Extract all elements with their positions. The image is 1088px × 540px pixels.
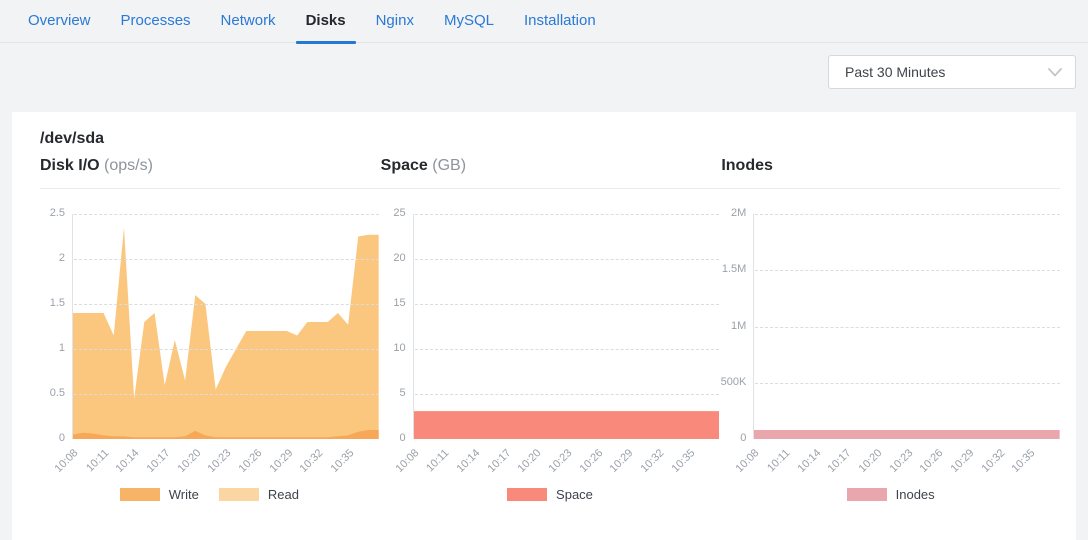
tab-mysql[interactable]: MySQL — [434, 0, 504, 42]
y-tick-label: 2M — [731, 207, 747, 219]
y-tick-label: 1 — [58, 342, 65, 354]
x-axis-inodes: 10:08 10:11 10:14 10:17 10:20 10:23 10:26 10:29… — [734, 439, 1060, 485]
chart-space: 0 5 10 15 20 25 10:08 10:11 10:14 10:17 10:20 10:23… — [381, 207, 720, 502]
legend-label-read: Read — [267, 487, 299, 502]
x-axis-disk-i-o: 10:08 10:11 10:14 10:17 10:20 10:23 10:26 10:29… — [53, 439, 379, 485]
y-tick-label: 20 — [393, 252, 406, 264]
legend-label-write: Write — [168, 487, 199, 502]
legend-swatch-read — [218, 488, 259, 501]
chart-title-text: Disk I/O — [40, 157, 100, 174]
chart-unit-text: (ops/s) — [99, 157, 153, 174]
disk-monitoring-panel: /dev/sda Disk I/O (ops/s) Space (GB) Inode… — [12, 112, 1076, 540]
plot-space: 10:08 10:11 10:14 10:17 10:20 10:23 10:26 10:29… — [393, 214, 720, 485]
chart-titles-row: Disk I/O (ops/s) Space (GB) Inodes — [40, 157, 1060, 189]
legend-swatch-inodes — [846, 488, 887, 501]
y-tick-label: 15 — [393, 297, 406, 309]
time-range-select[interactable]: Past 30 Minutes — [828, 55, 1076, 89]
gridline — [414, 349, 720, 350]
y-tick-label: 500K — [720, 375, 747, 388]
y-tick-label: 2.5 — [49, 207, 65, 219]
y-tick-label: 0 — [740, 432, 747, 444]
gridline — [414, 304, 720, 305]
chart-unit-text: (GB) — [427, 157, 467, 174]
series-area-write — [73, 227, 379, 439]
tab-installation[interactable]: Installation — [514, 0, 606, 42]
y-tick-label: 1.5 — [49, 297, 65, 309]
y-tick-label: 1M — [731, 319, 747, 332]
legend-label-space: Space — [556, 487, 593, 502]
tab-disks[interactable]: Disks — [295, 0, 356, 44]
gridline — [755, 214, 1060, 215]
y-axis-space: 0 5 10 15 20 25 — [381, 207, 413, 444]
legend-swatch-space — [507, 488, 548, 501]
y-tick-label: 5 — [399, 387, 406, 399]
gridline — [755, 270, 1060, 272]
y-tick-label: 0 — [58, 432, 65, 444]
legend-label-inodes: Inodes — [895, 487, 935, 502]
legend-inodes: Inodes — [721, 487, 1060, 502]
y-tick-label: 10 — [393, 342, 406, 354]
plot-row-inodes: 0 500K 1M 1.5M 2M 10:08 10:11 10:14 10:17 10:20 10… — [720, 207, 1060, 485]
chart-title-text: Inodes — [721, 157, 773, 174]
gridline — [414, 214, 720, 215]
gridline — [74, 304, 379, 305]
gridline — [414, 259, 720, 260]
plot-area-disk-i-o — [72, 214, 379, 439]
series-area-inodes — [754, 430, 1060, 439]
y-axis-inodes: 0 500K 1M 1.5M 2M — [720, 207, 753, 444]
chart-title-text: Space — [380, 157, 428, 174]
tab-nginx[interactable]: Nginx — [366, 0, 424, 42]
series-area-read — [73, 430, 379, 439]
x-axis-space: 10:08 10:11 10:14 10:17 10:20 10:23 10:26 10:29… — [393, 439, 720, 485]
gridline — [74, 259, 379, 260]
gridline — [74, 394, 379, 395]
gridline — [755, 326, 1060, 328]
chevron-down-icon — [1048, 67, 1062, 77]
gridline — [74, 349, 379, 350]
legend-swatch-write — [119, 488, 160, 501]
y-tick-label: 1.5M — [721, 263, 747, 276]
chart-title-space: Space (GB) — [381, 157, 720, 175]
plot-disk-i-o: 10:08 10:11 10:14 10:17 10:20 10:23 10:26 10:29… — [53, 214, 379, 485]
tab-overview[interactable]: Overview — [18, 0, 101, 42]
time-range-value: Past 30 Minutes — [845, 64, 946, 80]
y-tick-label: 0.5 — [49, 387, 65, 399]
plot-inodes: 10:08 10:11 10:14 10:17 10:20 10:23 10:26 10:29… — [734, 214, 1060, 485]
device-title: /dev/sda — [40, 130, 105, 147]
legend-disk-i-o: Write Read — [40, 487, 379, 502]
chart-disk-i-o: 0 0.5 1 1.5 2 2.5 10:08 10:11 10:14 10:17 10:20 10:… — [40, 207, 379, 502]
tab-network[interactable]: Network — [211, 0, 286, 42]
y-tick-label: 25 — [393, 207, 406, 219]
y-tick-label: 2 — [58, 252, 65, 264]
legend-space: Space — [381, 487, 720, 502]
y-tick-label: 0 — [399, 432, 406, 444]
gridline — [414, 394, 720, 395]
charts-row: 0 0.5 1 1.5 2 2.5 10:08 10:11 10:14 10:17 10:20 10:… — [40, 207, 1060, 502]
plot-row-space: 0 5 10 15 20 25 10:08 10:11 10:14 10:17 10:20 10:23… — [381, 207, 720, 485]
series-area-space — [413, 411, 720, 439]
legend-item-space[interactable]: Space — [507, 487, 593, 502]
chart-title-disk-i-o: Disk I/O (ops/s) — [40, 157, 379, 175]
chart-inodes: 0 500K 1M 1.5M 2M 10:08 10:11 10:14 10:17 10:20 10… — [720, 207, 1060, 502]
plot-row-disk-i-o: 0 0.5 1 1.5 2 2.5 10:08 10:11 10:14 10:17 10:20 10:… — [40, 207, 379, 485]
gridline — [74, 214, 379, 215]
gridline — [755, 382, 1060, 384]
chart-title-inodes: Inodes — [721, 157, 1060, 175]
plot-area-inodes — [753, 214, 1060, 439]
y-axis-disk-i-o: 0 0.5 1 1.5 2 2.5 — [40, 207, 72, 444]
legend-item-read[interactable]: Read — [218, 487, 299, 502]
tab-bar: Overview Processes Network Disks Nginx M… — [0, 0, 1088, 44]
tab-processes[interactable]: Processes — [111, 0, 201, 42]
legend-item-write[interactable]: Write — [119, 487, 199, 502]
plot-area-space — [412, 214, 720, 439]
legend-item-inodes[interactable]: Inodes — [846, 487, 935, 502]
